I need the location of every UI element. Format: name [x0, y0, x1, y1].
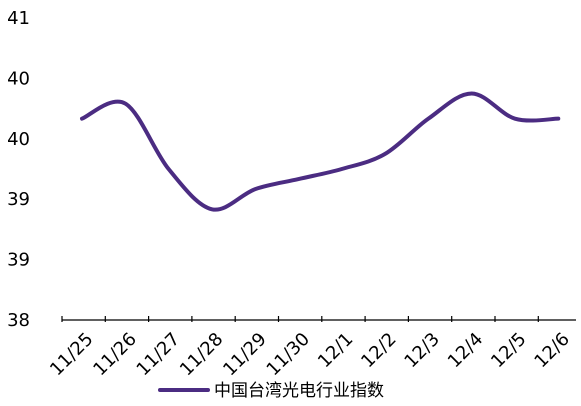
- x-tick-label: 12/5: [487, 329, 530, 372]
- x-tick-label: 12/4: [444, 329, 487, 372]
- x-tick-label: 11/28: [176, 329, 228, 381]
- x-tick-label: 11/27: [133, 329, 185, 381]
- y-tick-label: 39: [7, 189, 30, 210]
- x-tick-label: 12/3: [401, 329, 444, 372]
- series-line: [80, 91, 561, 212]
- y-tick-label: 40: [7, 68, 30, 89]
- y-tick-label: 39: [7, 250, 30, 271]
- x-tick-label: 11/26: [89, 329, 141, 381]
- x-tick-label: 11/29: [219, 329, 271, 381]
- legend-label: 中国台湾光电行业指数: [214, 381, 384, 401]
- x-tick-label: 12/6: [530, 329, 573, 372]
- x-tick-label: 11/25: [46, 329, 98, 381]
- x-tick-label: 12/2: [357, 329, 400, 372]
- x-tick-label: 12/1: [314, 329, 357, 372]
- y-tick-label: 40: [7, 129, 30, 150]
- y-axis: 41 40 40 39 39 38: [7, 8, 30, 331]
- legend: 中国台湾光电行业指数: [158, 381, 384, 401]
- series-layer: [80, 91, 561, 212]
- x-tick-label: 11/30: [263, 329, 315, 381]
- y-tick-label: 38: [7, 310, 30, 331]
- y-tick-label: 41: [7, 8, 30, 29]
